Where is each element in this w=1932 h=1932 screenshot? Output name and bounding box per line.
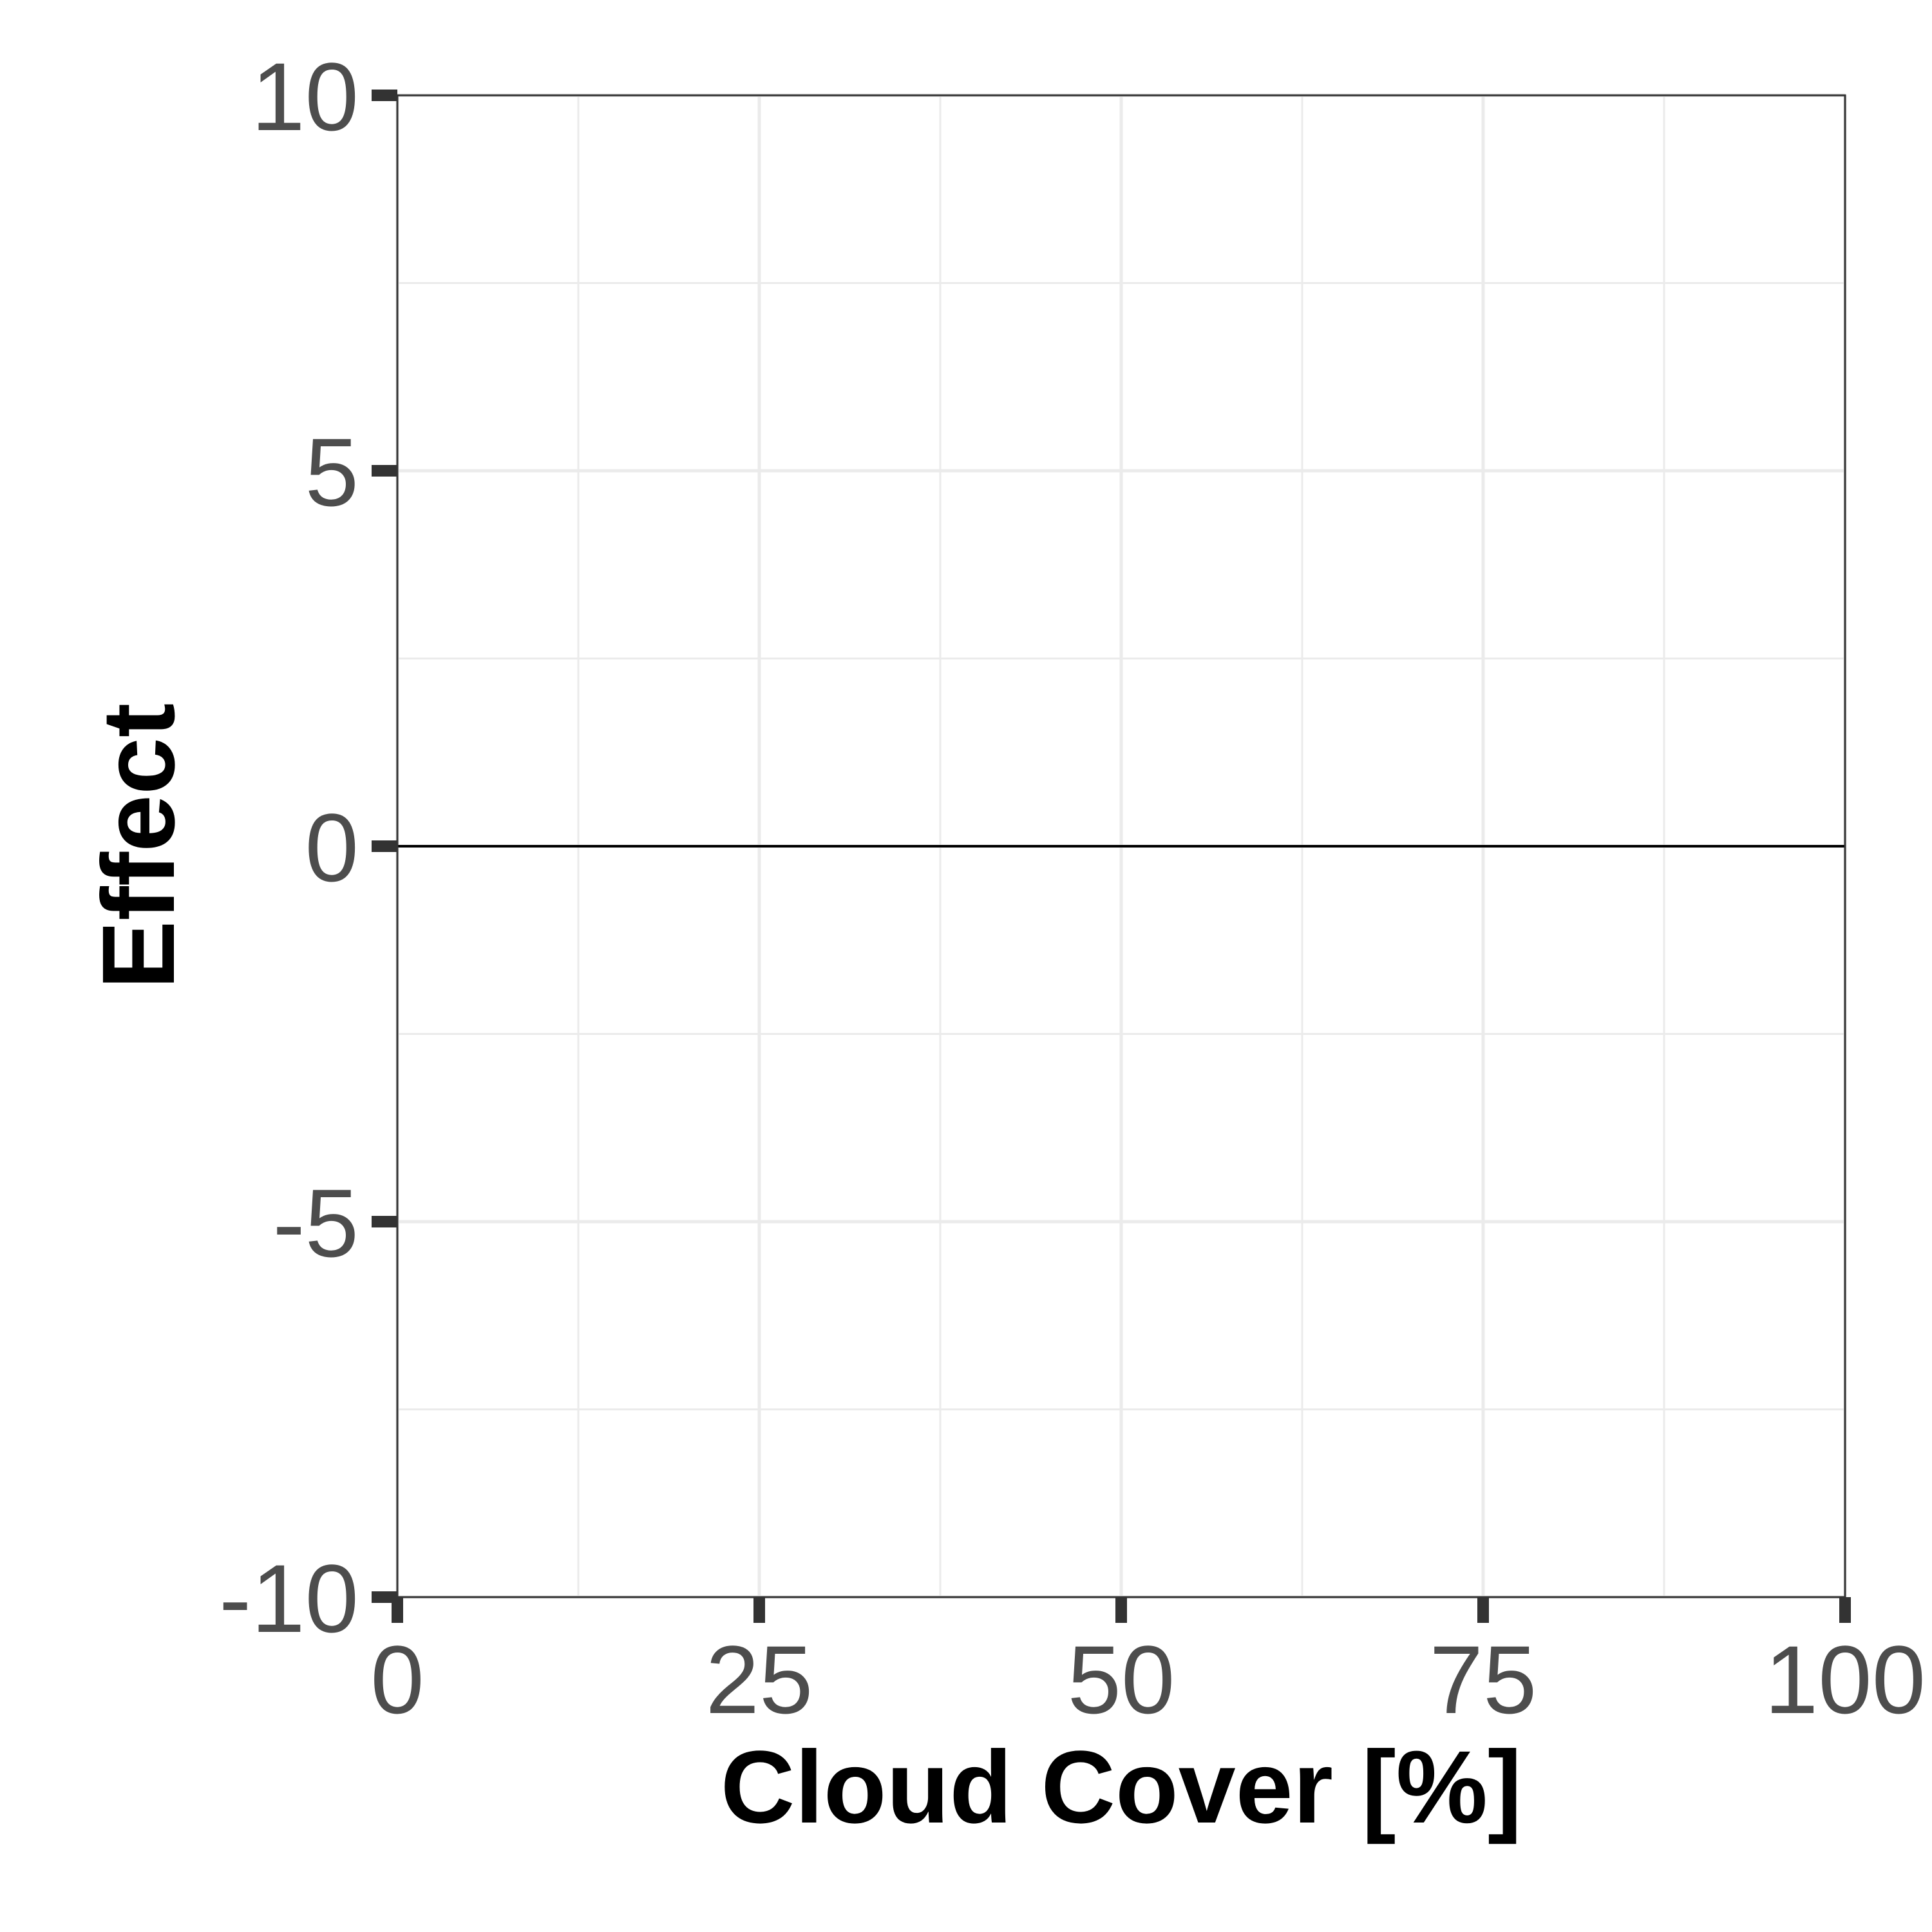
y-tick-label: -10 [219,1544,359,1653]
y-axis-title: Effect [80,703,196,990]
y-tick-label: -5 [273,1169,359,1277]
x-tick-label: 50 [1068,1625,1175,1734]
y-axis-ticks [372,90,397,1603]
y-tick-label: 0 [305,793,359,902]
y-tick-label: 5 [305,418,359,526]
y-tick-label: 10 [251,43,359,151]
x-tick-label: 0 [370,1625,424,1734]
x-axis-title: Cloud Cover [%] [721,1729,1522,1844]
x-tick-label: 75 [1430,1625,1537,1734]
x-axis-tick-labels: 0 25 50 75 100 [370,1625,1926,1734]
x-tick-label: 100 [1765,1625,1926,1734]
y-axis-tick-labels: -10 -5 0 5 10 [219,43,359,1653]
x-axis-ticks [392,1597,1851,1623]
x-tick-label: 25 [706,1625,813,1734]
